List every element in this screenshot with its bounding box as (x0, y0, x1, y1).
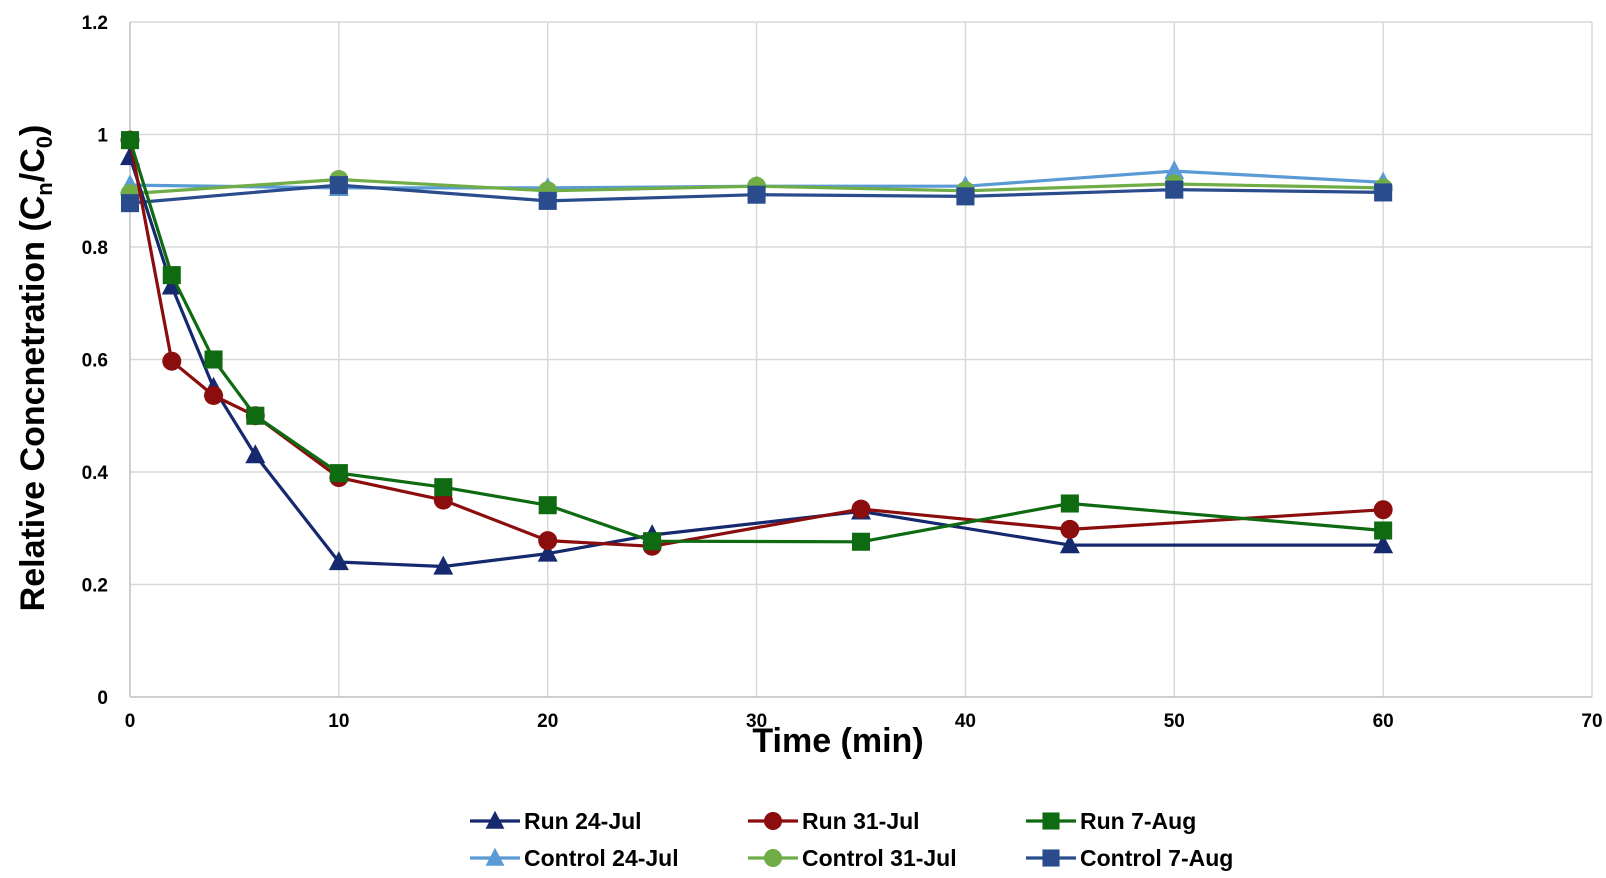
y-tick-label: 0.4 (82, 463, 109, 484)
series-run-7-aug (120, 131, 1393, 551)
legend: Run 24-Jul Run 31-Jul Run 7-Aug Control 24-… (470, 808, 1233, 871)
data-point-run-7-aug (643, 532, 662, 551)
data-point-run-7-aug (1374, 521, 1393, 540)
legend-label: Control 31-Jul (802, 845, 957, 871)
grid-layer (130, 21, 1593, 697)
x-tick-label: 50 (1164, 711, 1185, 732)
x-tick-label: 10 (328, 711, 349, 732)
y-axis-title-sub-0: 0 (32, 136, 57, 148)
data-point-run-7-aug (204, 350, 223, 369)
data-point-run-31-jul (1060, 519, 1080, 539)
data-point-control-7-aug (1374, 183, 1393, 202)
legend-item-control-7-aug: Control 7-Aug (1026, 845, 1233, 871)
data-point-run-7-aug (329, 464, 348, 483)
data-point-run-24-jul (161, 275, 182, 295)
legend-marker (1042, 812, 1060, 830)
x-tick-label: 20 (537, 711, 558, 732)
x-tick-label: 0 (125, 711, 136, 732)
legend-marker (764, 812, 782, 830)
legend-label: Run 24-Jul (524, 808, 642, 834)
legend-item-control-24-jul: Control 24-Jul (470, 845, 679, 871)
data-point-control-7-aug (329, 176, 348, 195)
data-point-control-24-jul (1164, 160, 1185, 180)
data-point-run-31-jul (851, 499, 871, 519)
y-tick-label: 0.6 (82, 351, 108, 372)
y-axis-title-end: ) (14, 125, 52, 136)
legend-label: Run 31-Jul (802, 808, 920, 834)
data-point-run-24-jul (537, 542, 558, 562)
y-axis-title-sub-n: n (32, 182, 57, 195)
legend-item-run-7-aug: Run 7-Aug (1026, 808, 1196, 834)
x-tick-label: 60 (1373, 711, 1394, 732)
data-point-run-31-jul (1373, 500, 1393, 520)
data-point-run-7-aug (246, 406, 265, 425)
data-point-control-7-aug (747, 185, 766, 204)
y-tick-label: 0.8 (82, 238, 108, 259)
data-point-run-24-jul (1373, 534, 1394, 554)
y-tick-label: 1.2 (82, 13, 108, 34)
legend-marker (485, 810, 505, 829)
y-axis-title: Relative Concnetration (Cn/C0) (14, 125, 57, 612)
y-tick-label: 0.2 (82, 576, 108, 597)
data-point-control-7-aug (1165, 180, 1184, 199)
legend-item-run-24-jul: Run 24-Jul (470, 808, 642, 834)
data-point-control-7-aug (538, 191, 557, 210)
x-tick-label: 40 (955, 711, 976, 732)
legend-label: Control 24-Jul (524, 845, 679, 871)
x-tick-label: 70 (1581, 711, 1602, 732)
x-tick-label: 30 (746, 711, 767, 732)
data-point-run-31-jul (204, 386, 224, 405)
legend-marker (485, 847, 505, 866)
legend-marker (764, 849, 782, 867)
data-point-run-24-jul (1059, 534, 1080, 554)
data-point-run-7-aug (434, 478, 453, 497)
y-tick-label: 0 (97, 688, 108, 709)
data-point-run-7-aug (1060, 494, 1079, 513)
data-point-control-7-aug (120, 194, 140, 213)
data-point-control-7-aug (956, 187, 975, 206)
data-point-run-7-aug (120, 131, 140, 150)
series-control-7-aug (120, 176, 1393, 213)
data-point-run-31-jul (162, 351, 182, 371)
axis-layer: 0 0.2 0.4 0.6 0.8 1 1.2 0 10 20 30 40 50 60 70 (82, 13, 1603, 732)
legend-label: Run 7-Aug (1080, 808, 1196, 834)
series-layer (120, 130, 1394, 575)
data-point-run-24-jul (328, 551, 349, 571)
legend-item-control-31-jul: Control 31-Jul (748, 845, 957, 871)
legend-marker (1042, 849, 1060, 867)
y-axis-title-main: Relative Concnetration (C (14, 196, 52, 612)
data-point-run-24-jul (433, 555, 454, 575)
y-tick-label: 1 (97, 126, 108, 147)
data-point-run-7-aug (538, 496, 557, 515)
data-point-run-24-jul (245, 444, 266, 464)
legend-label: Control 7-Aug (1080, 845, 1233, 871)
legend-item-run-31-jul: Run 31-Jul (748, 808, 920, 834)
data-point-run-31-jul (538, 531, 558, 551)
data-point-run-7-aug (162, 266, 181, 285)
y-axis-title-mid: /C (14, 148, 52, 182)
x-axis-title: Time (min) (752, 722, 923, 760)
data-point-run-7-aug (851, 532, 871, 551)
